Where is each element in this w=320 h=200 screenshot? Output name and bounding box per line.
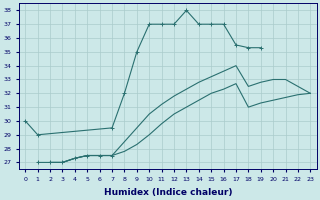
X-axis label: Humidex (Indice chaleur): Humidex (Indice chaleur): [104, 188, 232, 197]
